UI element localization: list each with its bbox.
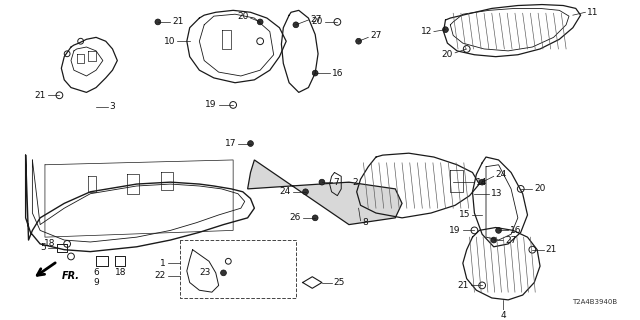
Text: 20: 20 [237,12,248,20]
Text: FR.: FR. [61,271,79,281]
Text: 21: 21 [35,91,46,100]
Text: 26: 26 [289,213,301,222]
Circle shape [221,270,227,276]
Text: 24: 24 [280,187,291,196]
Text: 21: 21 [457,281,468,290]
Text: 16: 16 [510,226,522,235]
Text: 23: 23 [199,268,211,277]
Text: 1: 1 [160,259,166,268]
Text: 10: 10 [164,37,175,46]
Text: 25: 25 [333,278,345,287]
Text: 7: 7 [333,178,339,187]
Text: 27: 27 [370,31,381,40]
Circle shape [248,140,253,147]
Text: 2: 2 [353,178,358,187]
Text: 8: 8 [362,218,368,227]
Text: 20: 20 [442,50,453,59]
Circle shape [356,38,362,44]
Text: 6: 6 [93,268,99,277]
Text: 5: 5 [40,243,46,252]
Text: 24: 24 [495,170,507,179]
Circle shape [319,179,325,185]
Text: 19: 19 [449,226,461,235]
Text: 12: 12 [420,27,432,36]
Text: 21: 21 [172,17,184,27]
Text: 15: 15 [459,211,470,220]
Text: 11: 11 [588,8,599,17]
Circle shape [257,19,263,25]
Circle shape [312,215,318,221]
Text: 22: 22 [154,271,166,280]
Text: 20: 20 [534,184,546,193]
Text: 14: 14 [476,178,488,187]
Circle shape [293,22,299,28]
Text: 9: 9 [93,278,99,287]
Text: 13: 13 [491,189,502,198]
Circle shape [312,70,318,76]
Circle shape [495,228,502,233]
Text: 19: 19 [205,100,217,109]
Text: 20: 20 [312,17,323,27]
Text: 27: 27 [506,236,516,244]
Circle shape [491,237,497,243]
Text: 17: 17 [225,139,236,148]
Text: 4: 4 [500,310,506,319]
Text: 18: 18 [115,268,126,277]
Text: 16: 16 [332,68,343,77]
Circle shape [303,189,308,195]
Text: T2A4B3940B: T2A4B3940B [572,299,617,305]
Text: 21: 21 [546,245,557,254]
Text: 3: 3 [109,102,115,111]
Polygon shape [248,160,402,225]
Text: 27: 27 [310,15,322,25]
Text: 18: 18 [44,239,56,248]
Circle shape [443,27,449,33]
Circle shape [479,179,485,185]
Circle shape [155,19,161,25]
